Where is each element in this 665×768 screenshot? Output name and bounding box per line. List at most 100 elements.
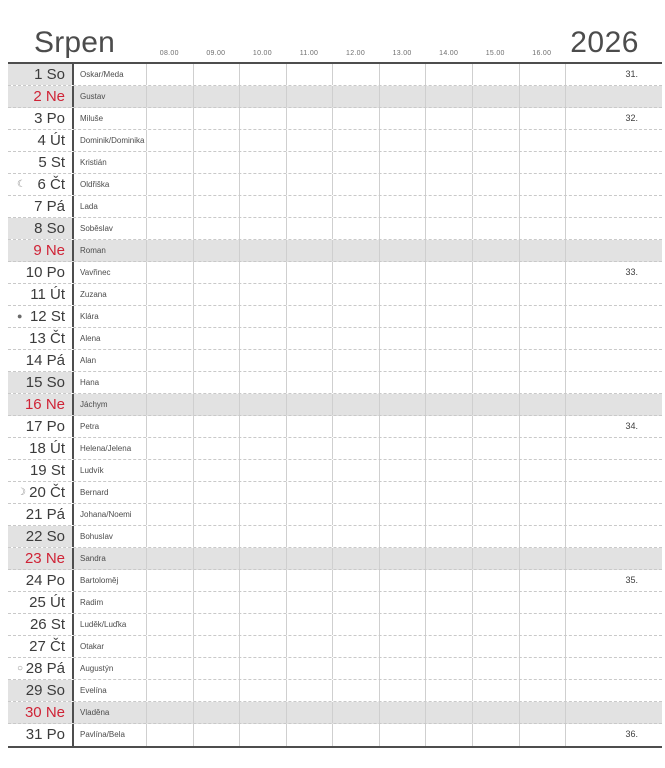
week-number-label	[565, 702, 662, 723]
hour-cell	[332, 614, 379, 635]
hour-cell	[192, 526, 240, 547]
hour-cell	[378, 526, 426, 547]
hour-cell	[378, 218, 426, 239]
hour-cell	[425, 394, 472, 415]
day-label-cell: ☾ 6 Čt	[8, 174, 74, 195]
hour-cell	[146, 614, 193, 635]
hour-cell	[471, 724, 519, 746]
day-label: 25 Út	[29, 594, 65, 611]
hour-cell	[425, 724, 472, 746]
hour-cell	[471, 86, 519, 107]
hour-cell	[332, 570, 379, 591]
day-row: 22 So Bohuslav	[8, 526, 662, 548]
hour-cell	[146, 658, 193, 679]
hour-cell	[378, 196, 426, 217]
week-number-label	[565, 680, 662, 701]
hour-cell	[378, 548, 426, 569]
hour-cell	[285, 284, 333, 305]
week-number-label	[565, 240, 662, 261]
hour-cell	[239, 350, 286, 371]
name-day-label: Evelína	[80, 686, 107, 695]
hour-cell	[378, 614, 426, 635]
week-number-label: 32.	[565, 108, 662, 129]
hour-cell	[285, 570, 333, 591]
day-label-cell: ● 12 St	[8, 306, 74, 327]
week-number-label	[565, 372, 662, 393]
hour-cell	[518, 724, 566, 746]
hour-cell	[378, 570, 426, 591]
name-day-label: Johana/Noemi	[80, 510, 132, 519]
day-label: 15 So	[25, 374, 65, 391]
hour-cell	[332, 284, 379, 305]
hour-cell	[378, 702, 426, 723]
name-day-label: Helena/Jelena	[80, 444, 132, 453]
hour-cell	[146, 636, 193, 657]
hour-cell	[192, 570, 240, 591]
hour-cell	[239, 240, 286, 261]
hour-cell	[378, 350, 426, 371]
week-number-label: 35.	[565, 570, 662, 591]
name-day-label: Hana	[80, 378, 100, 387]
hour-cell	[146, 504, 193, 525]
hour-cell	[471, 174, 519, 195]
hour-cell	[378, 438, 426, 459]
hour-cell	[192, 460, 240, 481]
hour-cell	[518, 284, 566, 305]
hour-cell	[146, 240, 193, 261]
day-row: 11 Út Zuzana	[8, 284, 662, 306]
hour-cell	[332, 548, 379, 569]
hour-cell	[285, 702, 333, 723]
hour-cell	[425, 64, 472, 85]
hour-cell	[471, 64, 519, 85]
hour-cell	[425, 504, 472, 525]
hour-cell	[146, 702, 193, 723]
hour-cell	[285, 218, 333, 239]
day-row: 7 Pá Lada	[8, 196, 662, 218]
hour-cell	[332, 328, 379, 349]
hour-cell	[332, 240, 379, 261]
hour-cell	[425, 130, 472, 151]
time-header-cell: 09.00	[193, 42, 240, 60]
week-number-label	[565, 152, 662, 173]
hour-cell	[239, 658, 286, 679]
day-label: 20 Čt	[29, 484, 65, 501]
hour-cell	[146, 526, 193, 547]
hour-cell	[239, 702, 286, 723]
hour-cell	[518, 416, 566, 437]
hour-cell	[285, 658, 333, 679]
hour-cell	[471, 108, 519, 129]
hour-cell	[332, 372, 379, 393]
first-quarter-moon-icon: ☽	[17, 487, 26, 498]
hour-cell	[518, 328, 566, 349]
name-day-label: Bartoloměj	[80, 576, 119, 585]
hour-cell	[378, 658, 426, 679]
name-day-label: Pavlína/Bela	[80, 730, 125, 739]
time-label: 08.00	[159, 50, 179, 57]
hour-cell	[146, 130, 193, 151]
hour-cell	[192, 174, 240, 195]
day-label-cell: 26 St	[8, 614, 74, 635]
hour-cell	[471, 394, 519, 415]
day-label-cell: 5 St	[8, 152, 74, 173]
hour-cell	[146, 592, 193, 613]
day-label: 13 Čt	[29, 330, 65, 347]
time-label: 11.00	[299, 50, 319, 57]
hour-cell	[332, 174, 379, 195]
hour-cell	[518, 570, 566, 591]
hour-cell	[332, 658, 379, 679]
hour-cell	[425, 526, 472, 547]
day-label: 18 Út	[29, 440, 65, 457]
hour-cell	[239, 152, 286, 173]
day-label-cell: 8 So	[8, 218, 74, 239]
hour-cell	[332, 108, 379, 129]
time-label: 15.00	[485, 50, 505, 57]
hour-cell	[192, 482, 240, 503]
hour-cell	[285, 240, 333, 261]
day-row: 24 Po Bartoloměj 35.	[8, 570, 662, 592]
week-number-label	[565, 174, 662, 195]
day-label: 12 St	[29, 308, 65, 325]
name-day-label: Radim	[80, 598, 104, 607]
hour-cell	[192, 64, 240, 85]
day-row: 29 So Evelína	[8, 680, 662, 702]
day-label-cell: 27 Čt	[8, 636, 74, 657]
